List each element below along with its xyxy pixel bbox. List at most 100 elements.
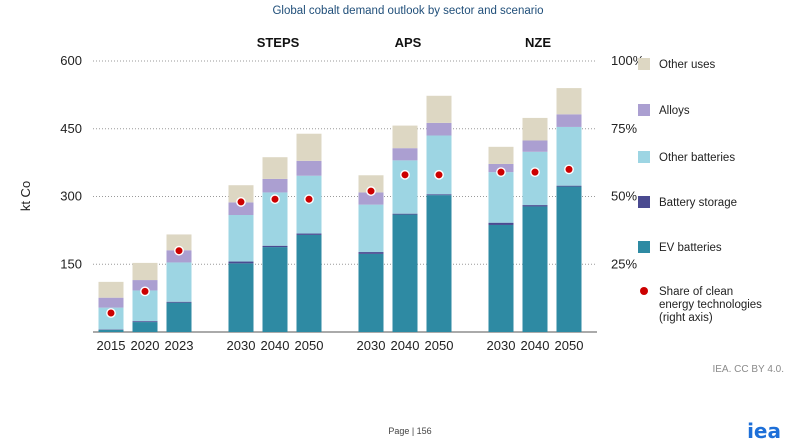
- legend-swatch-other-uses: [638, 58, 650, 70]
- bar-segment-ev-batteries: [556, 186, 582, 332]
- legend-label: Share of clean: [659, 286, 733, 298]
- bar-segment-ev-batteries: [392, 214, 418, 332]
- bar-segment-alloys: [358, 192, 384, 205]
- source-credit: IEA. CC BY 4.0.: [712, 364, 784, 375]
- bar-segment-battery-storage: [228, 261, 254, 264]
- chart-title: Global cobalt demand outlook by sector a…: [272, 5, 543, 17]
- bar-segment-other-uses: [132, 262, 158, 281]
- x-tick-label: 2023: [165, 338, 194, 353]
- legend-label: energy technologies: [659, 299, 762, 311]
- bar-segment-battery-storage: [488, 222, 514, 225]
- bar-segment-other-uses: [98, 281, 124, 298]
- share-dot: [304, 194, 314, 205]
- bar-segment-other-batteries: [166, 262, 192, 302]
- bar-segment-other-batteries: [296, 175, 322, 234]
- bar-segment-other-uses: [392, 125, 418, 149]
- y2-tick-label: 75%: [611, 121, 637, 136]
- bar-segment-other-uses: [488, 146, 514, 164]
- legend-swatch-battery-storage: [638, 196, 650, 208]
- y-tick-label: 450: [60, 121, 82, 136]
- legend-label: EV batteries: [659, 242, 722, 254]
- bar-segment-battery-storage: [358, 252, 384, 254]
- bar-segment-ev-batteries: [296, 234, 322, 332]
- bar-segment-other-batteries: [228, 215, 254, 262]
- legend-label: Other batteries: [659, 152, 735, 164]
- bar-segment-other-uses: [522, 117, 548, 141]
- bar-segment-alloys: [296, 160, 322, 176]
- bar-segment-other-batteries: [488, 172, 514, 223]
- bar-segment-ev-batteries: [522, 206, 548, 332]
- bar-segment-other-uses: [296, 133, 322, 161]
- legend-label: Alloys: [659, 105, 690, 117]
- bar-segment-ev-batteries: [132, 322, 158, 332]
- x-tick-label: 2030: [487, 338, 516, 353]
- y-tick-label: 600: [60, 53, 82, 68]
- bar-segment-battery-storage: [262, 245, 288, 248]
- bar-segment-alloys: [262, 178, 288, 193]
- bar-segment-battery-storage: [132, 321, 158, 323]
- bar-segment-ev-batteries: [98, 329, 124, 332]
- bar-segment-other-uses: [556, 88, 582, 115]
- x-tick-label: 2050: [555, 338, 584, 353]
- bar-segment-ev-batteries: [166, 302, 192, 332]
- iea-logo: iea: [747, 419, 781, 443]
- bar-segment-other-uses: [358, 175, 384, 193]
- legend-label: (right axis): [659, 312, 713, 324]
- x-tick-label: 2030: [357, 338, 386, 353]
- y-axis-label: kt Co: [18, 181, 33, 211]
- bar-segment-other-batteries: [426, 135, 452, 195]
- legend-swatch-ev-batteries: [638, 241, 650, 253]
- y-tick-label: 300: [60, 189, 82, 204]
- legend-label: Other uses: [659, 59, 715, 71]
- page-number: Page | 156: [388, 426, 431, 436]
- share-dot: [366, 186, 376, 196]
- bar-segment-battery-storage: [392, 213, 418, 215]
- bar-segment-other-batteries: [358, 204, 384, 253]
- share-dot: [236, 197, 246, 207]
- y2-tick-label: 50%: [611, 189, 637, 204]
- legend-swatch-alloys: [638, 104, 650, 116]
- bar-segment-battery-storage: [556, 185, 582, 187]
- legend-swatch-other-batteries: [638, 151, 650, 163]
- group-label-aps: APS: [395, 35, 422, 50]
- x-tick-label: 2030: [227, 338, 256, 353]
- legend-label: Battery storage: [659, 197, 737, 209]
- x-tick-label: 2015: [97, 338, 126, 353]
- bar-segment-other-batteries: [98, 307, 124, 330]
- bar-segment-alloys: [556, 114, 582, 127]
- bar-segment-other-uses: [426, 95, 452, 123]
- bar-segment-battery-storage: [296, 233, 322, 235]
- bar-segment-other-uses: [262, 157, 288, 179]
- bar-segment-alloys: [392, 148, 418, 161]
- share-dot: [140, 286, 150, 297]
- x-tick-label: 2040: [391, 338, 420, 353]
- y2-tick-label: 25%: [611, 256, 637, 271]
- share-dot: [496, 167, 506, 178]
- share-dot: [106, 308, 116, 318]
- bar-segment-battery-storage: [166, 301, 192, 303]
- legend-swatch-share: [640, 287, 648, 295]
- bar-segment-battery-storage: [522, 205, 548, 207]
- x-tick-label: 2040: [521, 338, 550, 353]
- bar-segment-alloys: [132, 280, 158, 291]
- bar-segment-other-batteries: [392, 160, 418, 214]
- bar-segment-other-batteries: [522, 151, 548, 206]
- share-dot: [270, 194, 280, 205]
- bar-segment-alloys: [166, 250, 192, 263]
- bar-segment-other-batteries: [556, 126, 582, 186]
- x-tick-label: 2020: [131, 338, 160, 353]
- x-tick-label: 2050: [295, 338, 324, 353]
- bar-segment-ev-batteries: [358, 253, 384, 332]
- y2-tick-label: 100%: [611, 53, 645, 68]
- bar-segment-alloys: [426, 122, 452, 136]
- group-label-steps: STEPS: [257, 35, 300, 50]
- y-tick-label: 150: [60, 256, 82, 271]
- bar-segment-battery-storage: [426, 194, 452, 196]
- share-dot: [564, 164, 574, 175]
- x-tick-label: 2040: [261, 338, 290, 353]
- bar-segment-other-uses: [228, 185, 254, 203]
- bar-segment-alloys: [98, 297, 124, 308]
- bar-segment-other-uses: [166, 234, 192, 251]
- bar-segment-ev-batteries: [228, 263, 254, 332]
